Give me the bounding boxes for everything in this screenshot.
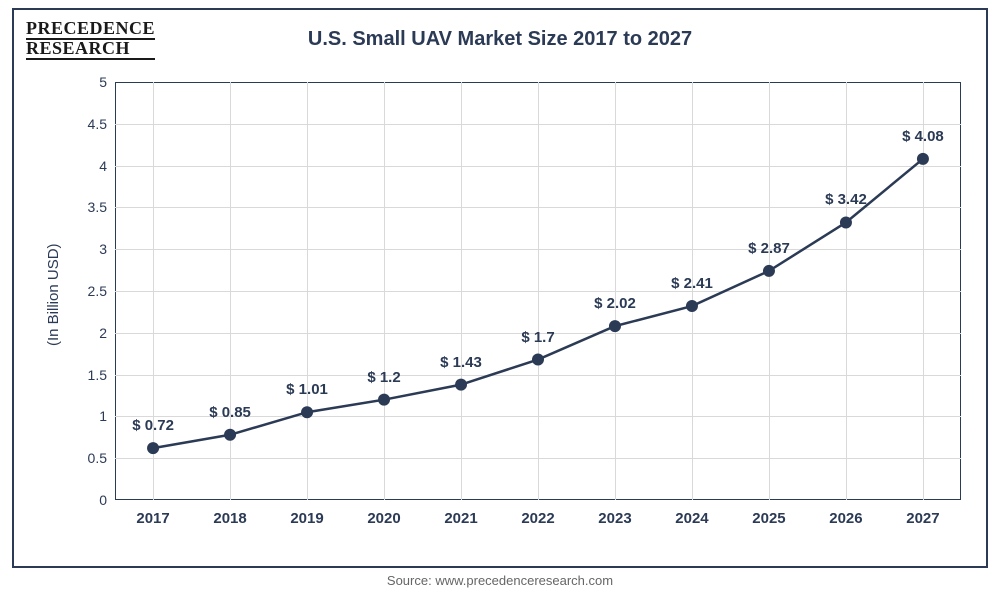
data-point bbox=[301, 406, 313, 418]
line-series bbox=[0, 0, 1000, 592]
data-label: $ 0.72 bbox=[132, 417, 174, 434]
data-point bbox=[455, 379, 467, 391]
source-label: Source: www.precedenceresearch.com bbox=[0, 573, 1000, 588]
data-label: $ 1.7 bbox=[521, 329, 554, 346]
data-label: $ 2.41 bbox=[671, 275, 713, 292]
data-label: $ 0.85 bbox=[209, 404, 251, 421]
data-point bbox=[609, 320, 621, 332]
data-label: $ 1.2 bbox=[367, 369, 400, 386]
data-label: $ 4.08 bbox=[902, 128, 944, 145]
data-point bbox=[917, 153, 929, 165]
data-point bbox=[763, 265, 775, 277]
data-label: $ 2.87 bbox=[748, 240, 790, 257]
data-point bbox=[840, 216, 852, 228]
series-line bbox=[153, 159, 923, 448]
data-point bbox=[224, 429, 236, 441]
data-point bbox=[147, 442, 159, 454]
data-point bbox=[378, 394, 390, 406]
data-label: $ 3.42 bbox=[825, 191, 867, 208]
data-label: $ 2.02 bbox=[594, 295, 636, 312]
data-label: $ 1.43 bbox=[440, 354, 482, 371]
data-point bbox=[686, 300, 698, 312]
data-label: $ 1.01 bbox=[286, 381, 328, 398]
data-point bbox=[532, 354, 544, 366]
